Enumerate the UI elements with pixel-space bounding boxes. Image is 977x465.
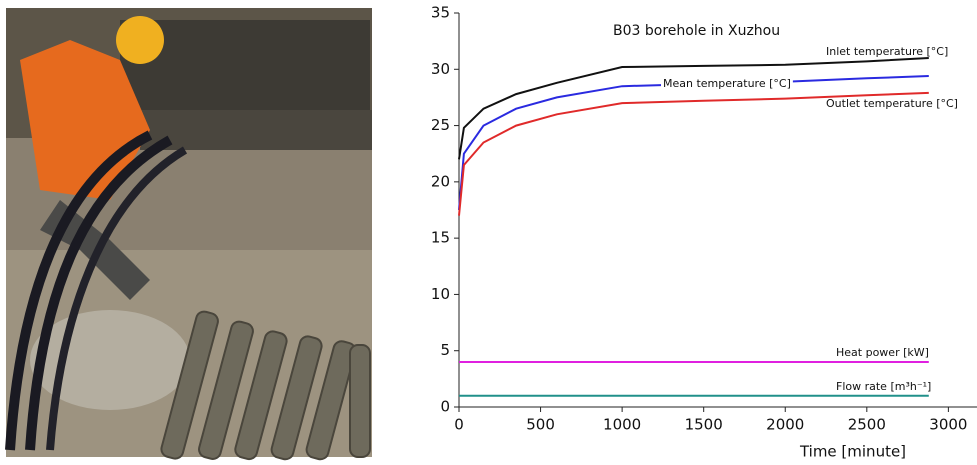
series-label: Outlet temperature [°C]	[826, 97, 958, 110]
x-tick-label: 500	[526, 416, 555, 434]
x-axis-label: Time [minute]	[799, 443, 906, 461]
series-line	[459, 93, 929, 216]
y-tick-label: 0	[440, 398, 450, 416]
y-tick-label: 15	[431, 229, 450, 247]
x-tick-label: 1500	[685, 416, 723, 434]
y-tick-label: 10	[431, 285, 450, 303]
figure: B03 borehole in Xuzhou Time [minute] 0 5 1…	[0, 0, 977, 461]
y-tick-label: 35	[431, 4, 450, 22]
x-tick-label: 3000	[929, 416, 967, 434]
y-tick-label: 20	[431, 172, 450, 190]
series-label: Mean temperature [°C]	[663, 77, 791, 90]
series-label: Inlet temperature [°C]	[826, 45, 948, 58]
series-label: Flow rate [m³h⁻¹]	[836, 380, 931, 393]
x-tick-label: 1000	[603, 416, 641, 434]
site-photo	[6, 8, 372, 461]
y-tick-label: 30	[431, 60, 450, 78]
series-label: Heat power [kW]	[836, 346, 929, 359]
x-tick-label: 2000	[766, 416, 804, 434]
chart-title: B03 borehole in Xuzhou	[613, 23, 780, 39]
x-tick-label: 0	[454, 416, 464, 434]
x-tick-label: 2500	[848, 416, 886, 434]
y-tick-label: 5	[440, 341, 450, 359]
y-tick-label: 25	[431, 116, 450, 134]
